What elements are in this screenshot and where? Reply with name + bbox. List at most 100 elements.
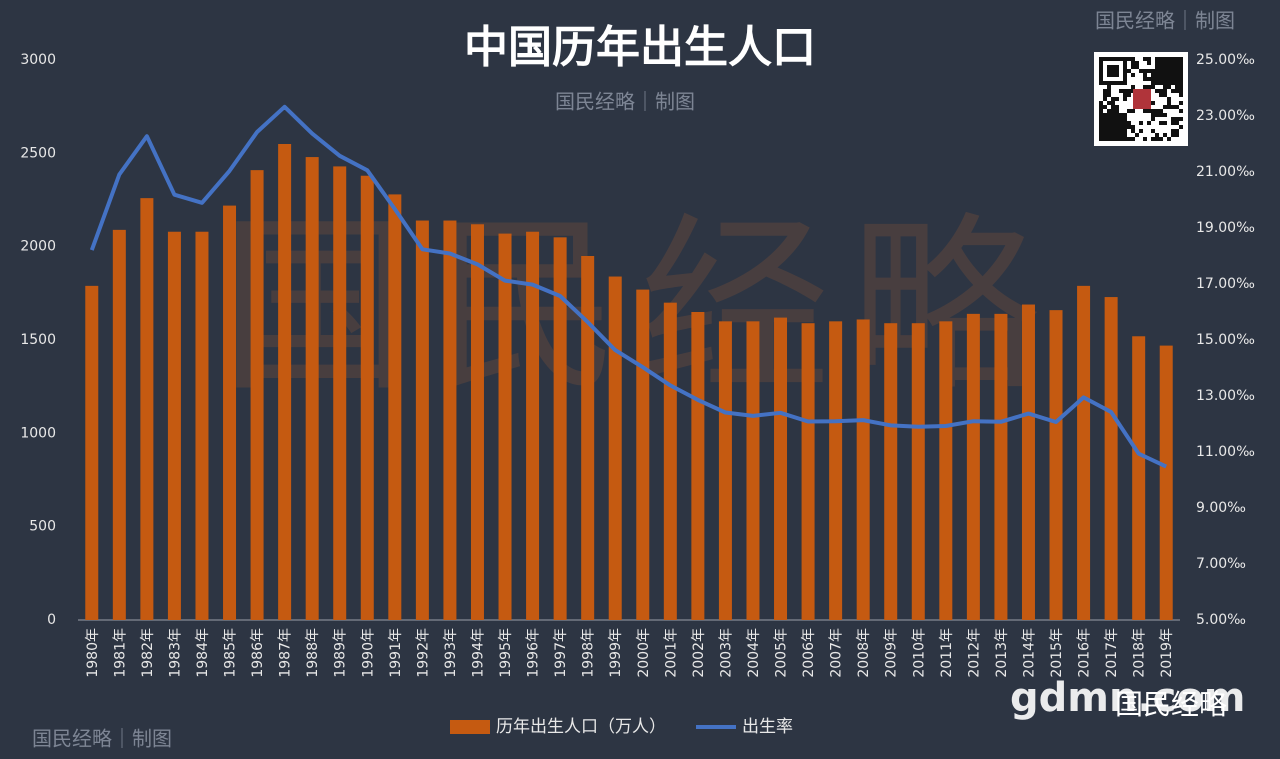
x-tick-label: 1983年 (167, 628, 183, 678)
x-tick-label: 2012年 (966, 628, 982, 678)
y-tick-label: 1000 (20, 425, 56, 441)
legend-label: 出生率 (742, 717, 793, 737)
bar (1049, 310, 1063, 620)
x-tick-label: 1980年 (85, 628, 101, 678)
bar (1159, 345, 1173, 620)
x-tick-label: 2018年 (1132, 628, 1148, 678)
bar (305, 157, 319, 621)
bar (498, 233, 512, 620)
y-tick-label: 2000 (20, 239, 56, 255)
legend-swatch (450, 720, 490, 734)
bar (746, 321, 760, 620)
y2-tick-label: 25.00‰ (1196, 52, 1255, 68)
background-watermark: 国民经略 (220, 196, 1060, 417)
bar (388, 194, 402, 620)
bar (470, 224, 484, 620)
legend-label: 历年出生人口（万人） (496, 717, 666, 737)
bar (801, 323, 815, 620)
y2-tick-label: 13.00‰ (1196, 388, 1255, 404)
x-tick-label: 2016年 (1077, 628, 1093, 678)
bar (415, 220, 429, 621)
x-tick-label: 1981年 (112, 628, 128, 678)
x-tick-label: 2014年 (1021, 628, 1037, 678)
y2-tick-label: 19.00‰ (1196, 220, 1255, 236)
x-tick-label: 2004年 (746, 628, 762, 678)
x-tick-label: 1988年 (305, 628, 321, 678)
bar (581, 256, 595, 620)
x-tick-label: 1998年 (581, 628, 597, 678)
x-tick-label: 2005年 (774, 628, 790, 678)
x-tick-label: 1989年 (333, 628, 349, 678)
bar (195, 231, 209, 620)
x-tick-label: 1986年 (250, 628, 266, 678)
x-tick-label: 1996年 (526, 628, 542, 678)
bar (774, 317, 788, 620)
bar (112, 229, 126, 620)
x-tick-label: 1991年 (388, 628, 404, 678)
y2-tick-label: 21.00‰ (1196, 164, 1255, 180)
line (89, 104, 1168, 469)
y-tick-label: 0 (47, 612, 56, 628)
x-tick-label: 1990年 (360, 628, 376, 678)
bar (829, 321, 843, 620)
x-tick-label: 2017年 (1104, 628, 1120, 678)
bar (691, 312, 705, 620)
bar (167, 231, 181, 620)
x-tick-label: 2019年 (1159, 628, 1175, 678)
bar (884, 323, 898, 620)
x-tick-label: 2002年 (691, 628, 707, 678)
bar (333, 166, 347, 620)
y2-tick-label: 17.00‰ (1196, 276, 1255, 292)
qr-code (1094, 52, 1188, 146)
y2-tick-label: 5.00‰ (1196, 612, 1246, 628)
x-tick-label: 2003年 (718, 628, 734, 678)
x-tick-label: 2001年 (663, 628, 679, 678)
y2-tick-label: 15.00‰ (1196, 332, 1255, 348)
bar (1021, 304, 1035, 620)
bar (360, 175, 374, 620)
x-tick-label: 2010年 (911, 628, 927, 678)
x-tick-label: 1995年 (498, 628, 514, 678)
bar (966, 313, 980, 620)
x-tick-label: 2013年 (994, 628, 1010, 678)
bar (1104, 297, 1118, 620)
y2-tick-label: 23.00‰ (1196, 108, 1255, 124)
bar (718, 321, 732, 620)
x-tick-label: 1997年 (553, 628, 569, 678)
bar (1077, 285, 1091, 620)
x-tick-label: 2007年 (829, 628, 845, 678)
x-tick-label: 2015年 (1049, 628, 1065, 678)
bar (140, 198, 154, 620)
y-tick-label: 2500 (20, 145, 56, 161)
x-tick-label: 2006年 (801, 628, 817, 678)
bar (856, 319, 870, 620)
x-tick-label: 1987年 (278, 628, 294, 678)
logo-name: 国民经略 (1115, 688, 1227, 721)
bar (85, 285, 99, 620)
bar (223, 205, 237, 620)
x-tick-label: 1994年 (470, 628, 486, 678)
y-tick-label: 500 (29, 519, 56, 535)
x-tick-label: 2011年 (939, 628, 955, 678)
x-tick-label: 1985年 (223, 628, 239, 678)
bar (911, 323, 925, 620)
chart-title: 中国历年出生人口 (464, 22, 816, 73)
y2-tick-label: 7.00‰ (1196, 556, 1246, 572)
x-tick-label: 1999年 (608, 628, 624, 678)
watermark: 国民经略｜制图 (1095, 9, 1235, 33)
bar (250, 170, 264, 620)
x-tick-label: 2000年 (636, 628, 652, 678)
x-tick-label: 1984年 (195, 628, 211, 678)
bar (663, 302, 677, 620)
bar (553, 237, 567, 621)
x-tick-label: 1992年 (415, 628, 431, 678)
bar (939, 321, 953, 620)
watermark: 国民经略｜制图 (32, 727, 172, 751)
x-tick-label: 1993年 (443, 628, 459, 678)
x-tick-label: 2008年 (856, 628, 872, 678)
bar (636, 289, 650, 620)
bar (1132, 336, 1146, 620)
x-tick-label: 2009年 (884, 628, 900, 678)
watermark: 国民经略｜制图 (555, 90, 695, 114)
y-tick-label: 3000 (20, 52, 56, 68)
